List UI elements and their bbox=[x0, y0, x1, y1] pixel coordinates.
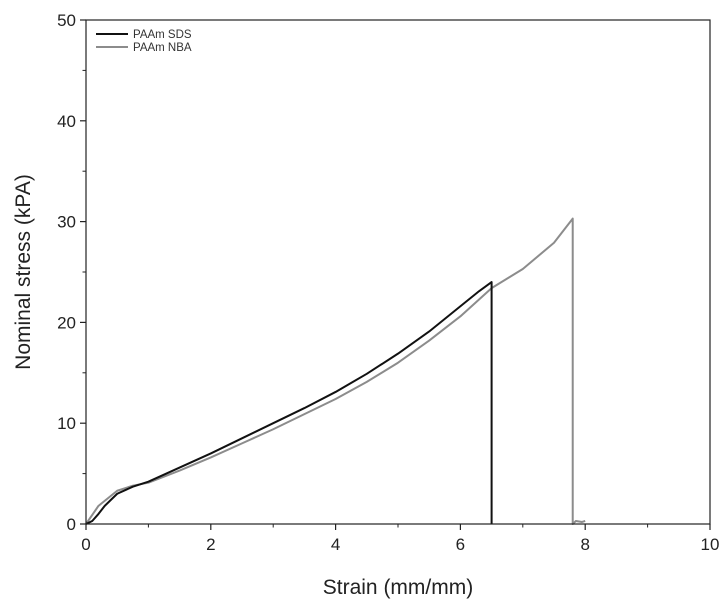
axis-ticks: 0 2 4 6 8 10 0 10 20 30 40 50 bbox=[57, 11, 719, 554]
x-tick-label: 2 bbox=[206, 535, 215, 554]
y-tick-label: 50 bbox=[57, 11, 76, 30]
series-line-paam-nba bbox=[85, 217, 586, 525]
legend-label: PAAm SDS bbox=[133, 29, 192, 41]
x-tick-label: 0 bbox=[81, 535, 90, 554]
plot-frame bbox=[85, 19, 711, 525]
y-tick-label: 40 bbox=[57, 112, 76, 131]
x-tick-label: 8 bbox=[580, 535, 589, 554]
y-tick-label: 20 bbox=[57, 313, 76, 332]
y-tick-label: 30 bbox=[57, 213, 76, 232]
x-tick-label: 4 bbox=[331, 535, 340, 554]
y-tick-label: 0 bbox=[67, 515, 76, 534]
plot-lines bbox=[85, 217, 586, 525]
x-tick-label: 10 bbox=[701, 535, 720, 554]
x-axis-title: Strain (mm/mm) bbox=[323, 576, 474, 599]
legend-label: PAAm NBA bbox=[133, 42, 192, 54]
y-tick-label: 10 bbox=[57, 414, 76, 433]
x-tick-label: 6 bbox=[456, 535, 465, 554]
y-axis-title: Nominal stress (kPA) bbox=[12, 174, 35, 370]
series-line-paam-sds bbox=[85, 281, 493, 525]
